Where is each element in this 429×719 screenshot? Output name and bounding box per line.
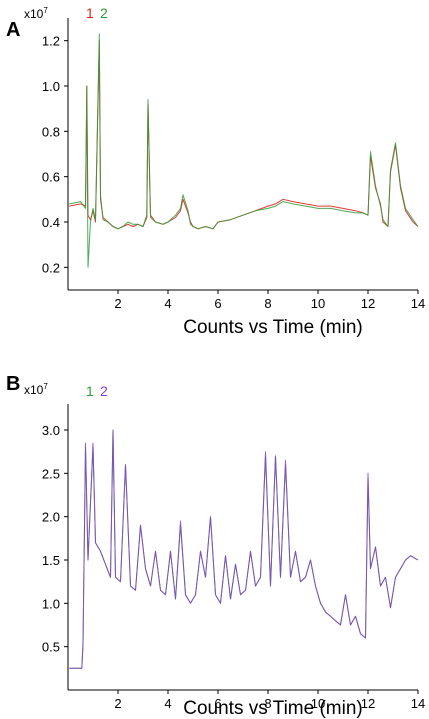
x-tick-label: 6 <box>214 296 221 311</box>
series-line-2 <box>69 33 419 268</box>
x-tick-label: 12 <box>361 296 375 311</box>
x-tick-label: 8 <box>264 296 271 311</box>
y-tick-label: 1.5 <box>42 553 60 568</box>
series-line-2 <box>69 429 419 669</box>
y-scale-label: x107 <box>24 382 48 397</box>
x-tick-label: 8 <box>264 696 271 711</box>
y-scale-label: x107 <box>24 6 48 21</box>
panel-label: A <box>6 19 20 41</box>
y-tick-label: 0.2 <box>42 260 60 275</box>
x-axis-title: Counts vs Time (min) <box>183 698 362 719</box>
y-tick-label: 0.5 <box>42 640 60 655</box>
y-tick-label: 1.2 <box>42 34 60 49</box>
x-tick-label: 12 <box>361 696 375 711</box>
x-tick-label: 10 <box>311 696 325 711</box>
x-tick-label: 14 <box>411 296 425 311</box>
y-tick-label: 2.5 <box>42 466 60 481</box>
y-tick-label: 3.0 <box>42 423 60 438</box>
legend-entry-2: 2 <box>100 383 108 399</box>
legend-entry-1: 1 <box>86 5 94 21</box>
x-tick-label: 6 <box>214 696 221 711</box>
x-tick-label: 2 <box>114 296 121 311</box>
y-scale-exponent: 7 <box>43 382 48 391</box>
y-tick-label: 1.0 <box>42 79 60 94</box>
y-scale-exponent: 7 <box>43 6 48 15</box>
x-axis-title: Counts vs Time (min) <box>183 317 362 338</box>
y-tick-label: 0.4 <box>42 215 60 230</box>
legend-entry-1: 1 <box>86 383 94 399</box>
y-tick-label: 0.8 <box>42 124 60 139</box>
x-tick-label: 10 <box>311 296 325 311</box>
x-tick-label: 14 <box>411 696 425 711</box>
x-tick-label: 4 <box>164 696 171 711</box>
y-tick-label: 2.0 <box>42 510 60 525</box>
legend-entry-2: 2 <box>100 5 108 21</box>
series-line-1 <box>69 40 419 230</box>
panel-label: B <box>6 373 20 395</box>
x-tick-label: 2 <box>114 696 121 711</box>
x-tick-label: 4 <box>164 296 171 311</box>
y-tick-label: 1.0 <box>42 596 60 611</box>
y-tick-label: 0.6 <box>42 170 60 185</box>
